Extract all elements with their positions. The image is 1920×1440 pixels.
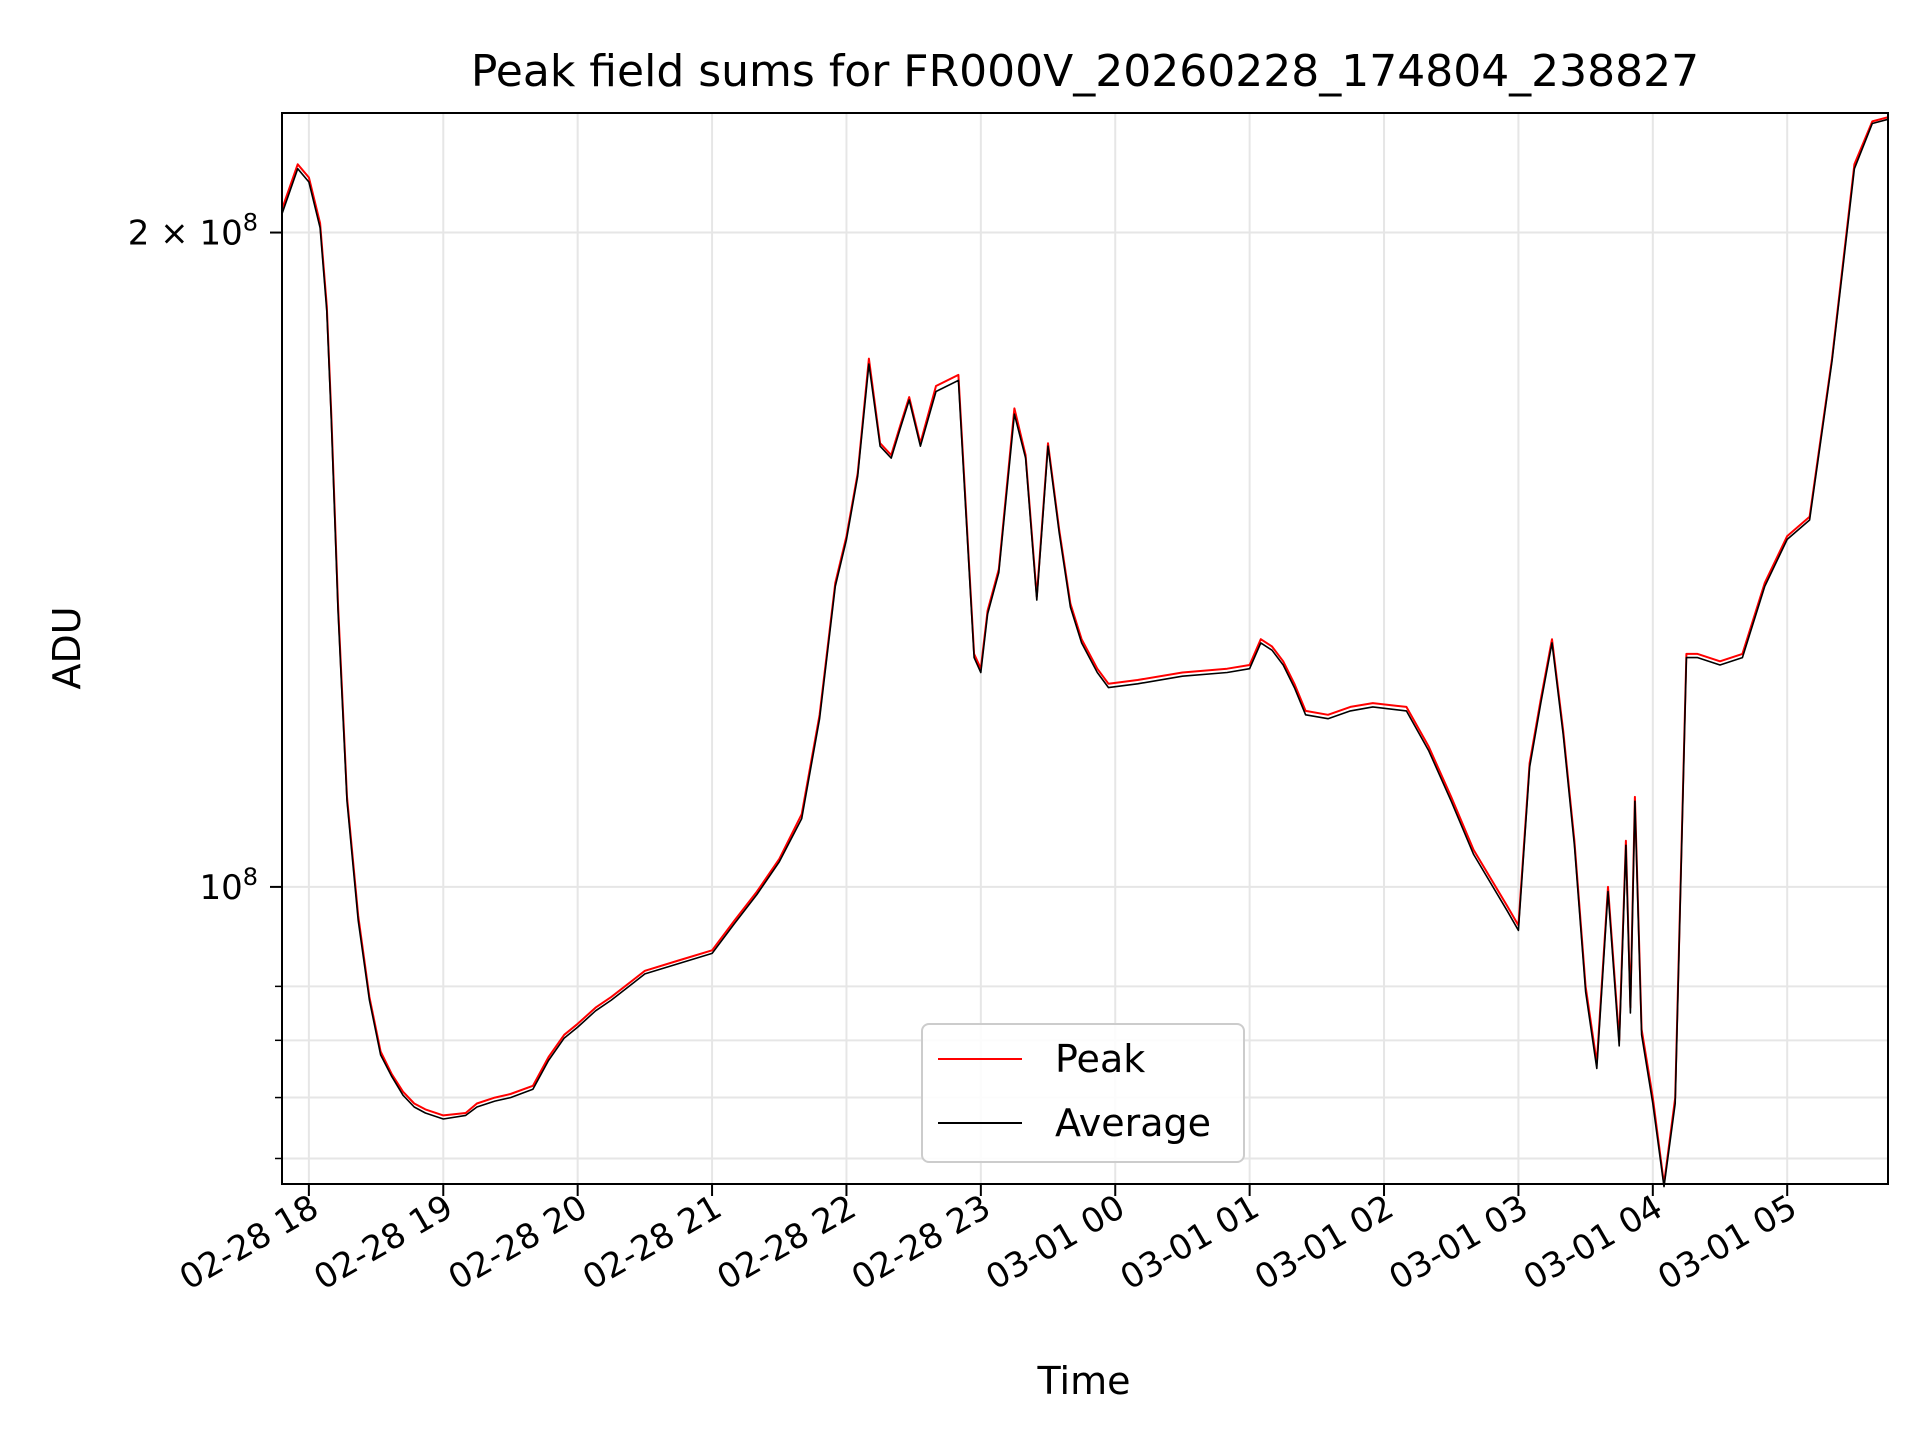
chart-title: Peak field sums for FR000V_20260228_1748… (471, 46, 1699, 97)
legend-label-peak: Peak (1055, 1037, 1145, 1081)
series-layer (281, 116, 1889, 1188)
legend: Peak Average (921, 1023, 1245, 1163)
legend-label-average: Average (1055, 1101, 1211, 1145)
x-axis-label: Time (1037, 1359, 1131, 1403)
y-tick-label: 2 × 108 (128, 209, 258, 254)
series-line-average (281, 118, 1889, 1188)
y-axis-label: ADU (45, 606, 89, 689)
plot-frame (281, 112, 1889, 1185)
